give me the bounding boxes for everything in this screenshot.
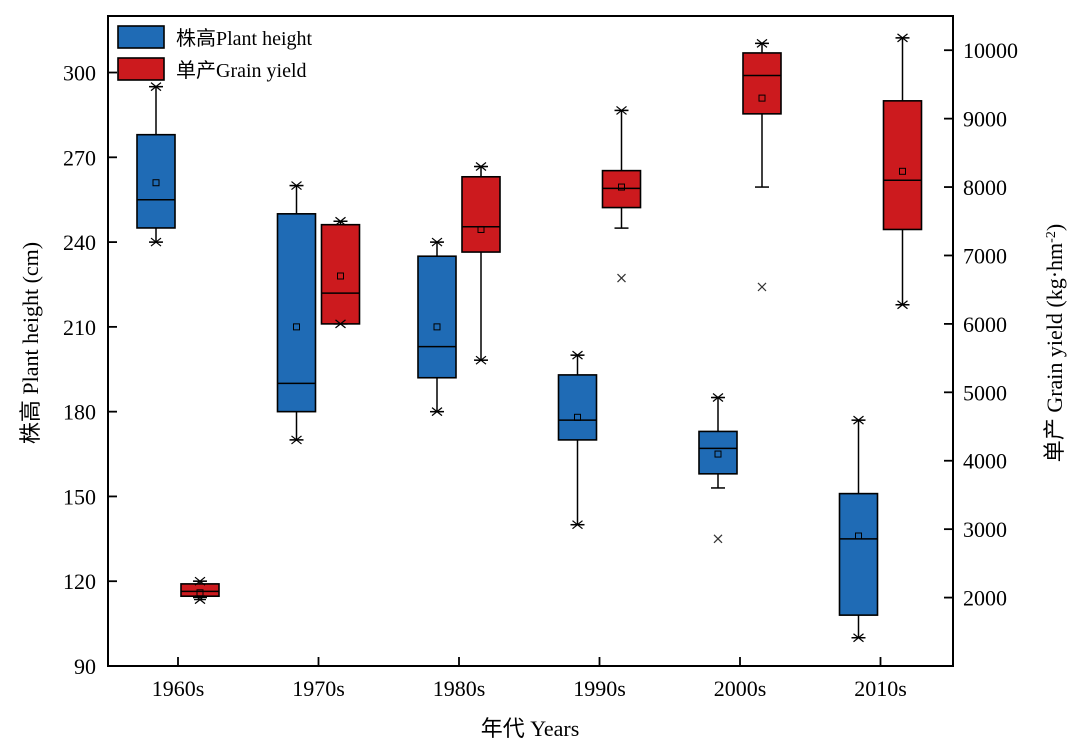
- y-left-tick-label: 180: [63, 400, 96, 425]
- x-tick-label: 1970s: [292, 676, 345, 701]
- mean-marker: [337, 272, 344, 280]
- mean-marker: [293, 323, 300, 331]
- legend-swatch-grain-yield: [117, 57, 165, 81]
- box-group-plant-height: [136, 82, 176, 247]
- x-tick-label: 2010s: [854, 676, 907, 701]
- iqr-box: [461, 175, 501, 253]
- iqr-box: [742, 52, 782, 115]
- legend-label-grain-yield: 单产Grain yield: [176, 59, 307, 82]
- mean-marker: [899, 167, 906, 175]
- y-left-tick-label: 270: [63, 145, 96, 170]
- outlier-marker: [757, 282, 767, 292]
- iqr-box: [882, 100, 923, 231]
- outlier-marker: [617, 273, 626, 283]
- y-right-tick-label: 6000: [963, 312, 1007, 337]
- box-group-grain-yield: [601, 105, 642, 283]
- y-right-tick-label: 3000: [963, 517, 1007, 542]
- y-right-tick-label: 10000: [963, 38, 1018, 63]
- mean-marker: [477, 225, 485, 233]
- mean-marker: [758, 94, 766, 102]
- y-right-tick-label: 4000: [963, 449, 1007, 474]
- y-axis-right-title: 单产 Grain yield (kg·hm-2): [1042, 224, 1067, 462]
- y-right-tick-label: 8000: [963, 175, 1007, 200]
- iqr-box: [698, 430, 738, 475]
- y-right-tick-label: 5000: [963, 380, 1007, 405]
- box-group-plant-height: [698, 393, 738, 544]
- mean-marker: [574, 413, 581, 421]
- boxes-layer: [136, 33, 923, 643]
- mean-marker: [196, 589, 204, 597]
- y-axis-left-title: 株高 Plant height (cm): [18, 242, 43, 444]
- box-group-grain-yield: [882, 33, 923, 310]
- mean-marker: [618, 183, 625, 191]
- y-left-tick-label: 90: [74, 654, 96, 679]
- iqr-box: [417, 255, 457, 379]
- x-tick-label: 1990s: [573, 676, 626, 701]
- y-left-tick-label: 240: [63, 230, 96, 255]
- iqr-box: [838, 492, 879, 616]
- mean-marker: [855, 532, 862, 540]
- plot-frame: [107, 15, 954, 667]
- legend: 株高Plant height 单产Grain yield: [117, 25, 313, 82]
- box-group-plant-height: [557, 350, 598, 530]
- legend-swatch-plant-height: [117, 25, 165, 49]
- axes-layer: 90 120 150 180 210 240 270 300 2000 3000 4000 5000 6…: [63, 38, 1018, 701]
- box-group-grain-yield: [320, 216, 361, 329]
- x-axis-title: 年代 Years: [481, 716, 580, 741]
- y-right-tick-label: 9000: [963, 107, 1007, 132]
- y-left-tick-label: 300: [63, 61, 96, 86]
- box-group-plant-height: [838, 415, 879, 643]
- box-group-plant-height: [417, 237, 457, 417]
- box-group-grain-yield: [461, 162, 501, 365]
- legend-label-plant-height: 株高Plant height: [176, 27, 313, 50]
- iqr-box: [320, 223, 361, 325]
- y-right-tick-label: 2000: [963, 586, 1007, 611]
- y-left-tick-label: 150: [63, 484, 96, 509]
- mean-marker: [433, 323, 441, 331]
- box-group-grain-yield: [742, 38, 782, 292]
- iqr-box: [557, 374, 598, 441]
- iqr-box: [136, 133, 176, 229]
- y-axis-right-title-sup: -2: [1044, 231, 1059, 243]
- mean-marker: [152, 179, 160, 187]
- mean-marker: [714, 450, 722, 458]
- y-left-tick-label: 120: [63, 569, 96, 594]
- outlier-marker: [713, 534, 723, 544]
- box-group-plant-height: [276, 181, 317, 445]
- y-right-tick-label: 7000: [963, 243, 1007, 268]
- iqr-box: [276, 213, 317, 413]
- y-left-tick-label: 210: [63, 315, 96, 340]
- box-group-grain-yield: [180, 576, 220, 605]
- x-tick-label: 2000s: [714, 676, 767, 701]
- y-axis-right-title-main: 单产 Grain yield (kg·hm: [1042, 243, 1067, 462]
- x-tick-label: 1980s: [433, 676, 486, 701]
- y-axis-right-title-close: ): [1042, 224, 1067, 231]
- x-tick-label: 1960s: [152, 676, 205, 701]
